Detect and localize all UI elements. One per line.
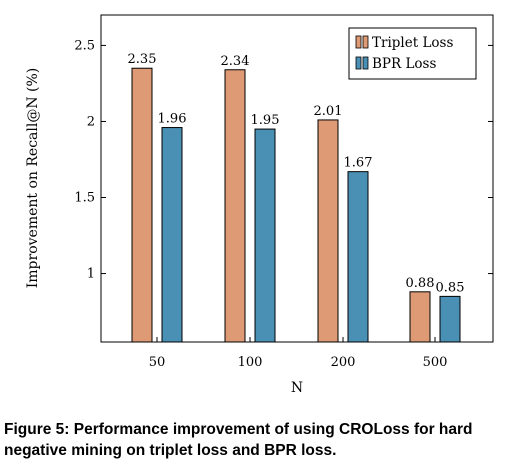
data-label: 1.96	[158, 112, 187, 127]
y-tick-label: 2.5	[74, 38, 95, 53]
bar-chart: 1 1.5 2 2.5 50 100 200 500 2.35 1.96 2.34 1.95 2.0…	[25, 14, 494, 396]
y-tick-label: 1.5	[74, 191, 95, 206]
x-tick-label: 50	[149, 355, 166, 370]
x-tick-label: 500	[423, 355, 448, 370]
figure-caption: Figure 5: Performance improvement of usi…	[4, 421, 473, 459]
y-tick-label: 2	[87, 114, 95, 129]
bar-bpr	[439, 295, 461, 343]
x-axis-title: N	[291, 380, 303, 396]
data-labels: 2.35 1.96 2.34 1.95 2.01 1.67 0.88 0.85	[128, 52, 465, 295]
y-tick-label: 1	[87, 267, 95, 282]
legend-label: BPR Loss	[372, 56, 436, 72]
data-label: 0.85	[436, 280, 465, 295]
x-tick-label: 200	[331, 355, 356, 370]
legend-swatch	[362, 35, 369, 49]
data-label: 2.01	[314, 104, 343, 119]
legend: Triplet Loss BPR Loss	[348, 27, 477, 80]
legend-swatch	[362, 56, 369, 70]
legend-label: Triplet Loss	[372, 35, 453, 51]
x-axis: 50 100 200 500	[149, 337, 448, 370]
data-label: 2.34	[221, 54, 250, 69]
data-label: 1.67	[344, 156, 373, 171]
bar-triplet	[409, 291, 431, 343]
bar-bpr	[161, 127, 183, 343]
y-axis-title: Improvement on Recall@N (%)	[25, 68, 41, 289]
data-label: 0.88	[406, 276, 435, 291]
bars	[131, 67, 461, 343]
y-axis: 1 1.5 2 2.5	[74, 38, 493, 282]
bar-bpr	[254, 128, 276, 343]
bar-triplet	[317, 119, 339, 343]
x-tick-label: 100	[238, 355, 263, 370]
bar-bpr	[347, 171, 369, 343]
bar-triplet	[224, 69, 246, 343]
legend-swatch	[355, 56, 362, 70]
data-label: 1.95	[251, 113, 280, 128]
plot-frame	[100, 14, 494, 343]
bar-triplet	[131, 67, 153, 343]
data-label: 2.35	[128, 52, 157, 67]
legend-box	[348, 27, 477, 80]
legend-swatch	[355, 35, 362, 49]
